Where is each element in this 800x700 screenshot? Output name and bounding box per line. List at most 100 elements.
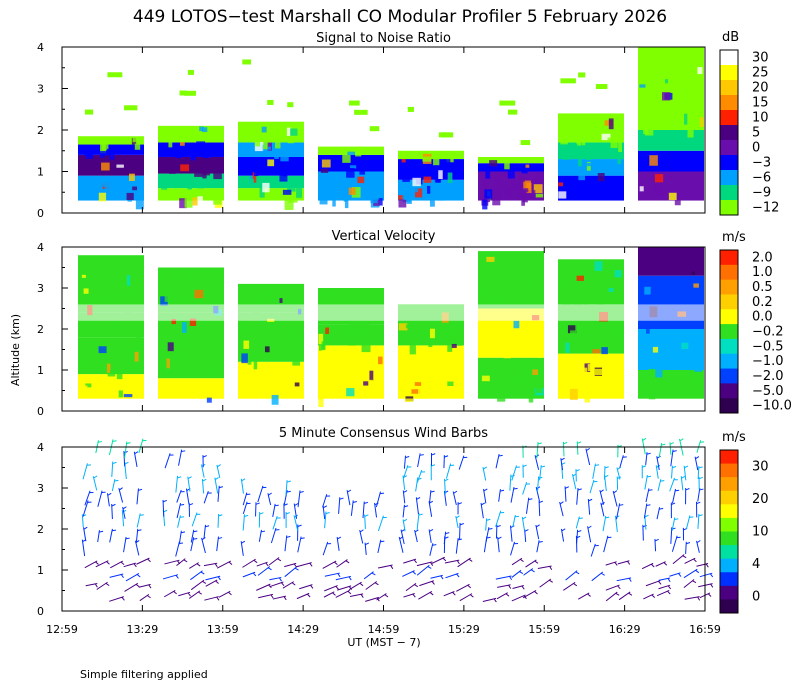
wind-barb [707,593,712,597]
data-cell [287,183,296,192]
wind-barb [178,530,182,545]
profile-block [398,106,464,208]
wind-barb [111,503,113,520]
wind-barb [261,530,266,533]
data-cell [321,341,326,350]
wind-barb [483,488,487,504]
wind-barb [595,464,600,466]
data-cell [577,141,582,146]
data-cell [254,293,262,302]
wind-barb [418,591,433,600]
data-cell [377,365,384,371]
data-cell [584,363,591,372]
wind-barb [429,592,434,596]
data-cell [699,117,704,128]
data-cell [398,370,407,379]
data-cell [601,133,611,141]
data-cell [538,293,543,301]
wind-barb [480,502,484,519]
wind-barb [258,529,262,542]
data-cell [648,368,656,376]
data-cell [279,174,288,182]
data-cell [180,164,190,172]
data-cell [215,130,220,136]
wind-barb [309,562,313,567]
data-cell [292,355,301,366]
wind-barb [125,573,140,582]
data-cell [659,293,665,302]
x-ticks [61,247,706,411]
data-cell [179,142,185,146]
wind-barb [323,505,328,509]
wind-barb [697,487,701,502]
data-cell [691,372,697,376]
wind-barb [120,574,124,579]
data-cell [668,122,676,130]
data-cell [484,189,493,199]
wind-barb [679,438,684,442]
wind-barb [560,457,565,461]
data-cell [511,165,518,172]
data-cell [592,349,601,354]
wind-barb [578,592,590,600]
x-tick-label: 16:59 [689,623,721,636]
data-cell [172,148,177,156]
data-cell [184,176,191,182]
x-ticks: 12:59 13:29 13:59 14:29 14:59 15:29 15:59 16:29… [46,447,721,636]
data-cell [524,336,534,347]
wind-barb [294,503,299,506]
wind-barb [200,571,205,575]
data-cell [354,354,361,363]
wind-barb [443,490,447,506]
wind-barb [334,561,338,566]
data-cell [674,196,681,206]
data-cell [513,320,520,329]
data-cell [348,187,356,195]
data-cell [511,181,519,190]
x-tick-label: 14:59 [368,623,400,636]
data-cell [606,262,611,273]
wind-barb [692,580,697,584]
data-cell [576,275,584,281]
colorbar-tick-label: 0.2 [752,295,773,310]
wind-barb [349,593,364,598]
data-cell [446,190,451,197]
wind-barb [414,584,419,588]
data-cell [668,175,673,180]
wind-barb [325,511,330,515]
data-cell [185,131,195,140]
wind-barb [347,489,352,493]
wind-barb [509,474,512,491]
wind-barb [190,529,195,543]
x-axis-label: UT (MST − 7) [347,636,420,649]
data-cell [440,339,444,344]
wind-barb [285,480,288,496]
wind-barb [183,559,188,563]
data-cell [598,333,603,338]
wind-barb [187,592,191,597]
data-cell [98,192,107,202]
data-cell [116,342,123,350]
wind-barb [190,570,203,581]
wind-barb [164,453,171,469]
data-cell [263,141,270,150]
data-cell [680,66,688,70]
data-cell [158,269,167,273]
wind-barb [121,510,125,527]
data-cell [423,176,432,183]
data-cell [329,292,339,298]
wind-barb [627,560,631,565]
data-cell [671,262,676,271]
wind-barb [683,465,687,481]
data-cell [638,247,704,276]
data-cell [104,181,114,191]
data-cell [404,398,414,402]
wind-barb [120,561,125,565]
wind-barb [293,515,299,531]
wind-barb [440,575,444,580]
wind-barb [588,498,593,502]
data-cell [594,368,603,376]
y-tick-label: 2 [37,323,44,336]
data-cell [135,199,144,210]
y-tick-label: 1 [37,166,44,179]
